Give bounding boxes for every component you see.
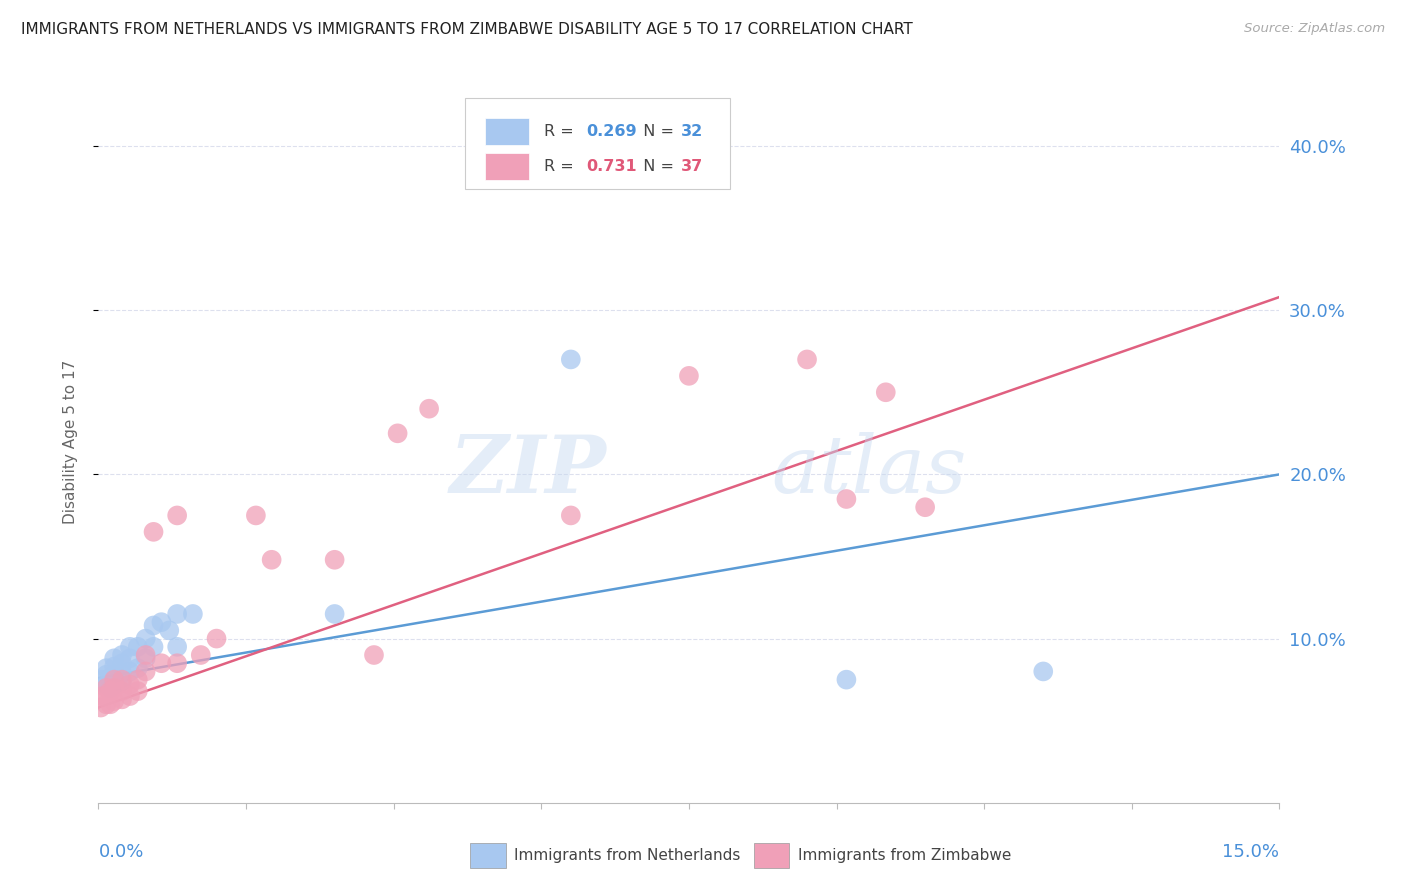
FancyBboxPatch shape [464,98,730,189]
Text: N =: N = [634,159,679,174]
Point [118,640,141,654]
Point [90,700,112,714]
Point [98,671,121,685]
Text: 0.269: 0.269 [586,124,637,139]
Point [142,618,165,632]
Point [190,648,212,662]
Point [98,698,121,712]
Text: Immigrants from Zimbabwe: Immigrants from Zimbabwe [797,848,1011,863]
Point [875,385,897,400]
Point [1032,665,1054,679]
Text: Immigrants from Netherlands: Immigrants from Netherlands [515,848,741,863]
Point [111,648,134,662]
Text: 37: 37 [681,159,703,174]
Text: 15.0%: 15.0% [1222,843,1279,861]
Point [111,666,134,681]
Point [323,553,346,567]
Text: 0.731: 0.731 [586,159,637,174]
Text: IMMIGRANTS FROM NETHERLANDS VS IMMIGRANTS FROM ZIMBABWE DISABILITY AGE 5 TO 17 C: IMMIGRANTS FROM NETHERLANDS VS IMMIGRANT… [21,22,912,37]
Point [118,651,141,665]
Bar [485,118,530,145]
Point [150,615,173,630]
Bar [485,153,530,180]
Point [103,681,125,695]
Point [103,677,125,691]
Point [96,661,118,675]
Point [98,684,121,698]
Point [111,684,134,698]
Point [118,677,141,691]
Point [135,632,157,646]
Point [205,632,228,646]
Point [91,673,114,687]
Bar [471,843,506,868]
Point [103,659,125,673]
Point [150,657,173,671]
Point [127,684,149,698]
Point [166,508,188,523]
Point [245,508,267,523]
Point [118,665,141,679]
Text: Source: ZipAtlas.com: Source: ZipAtlas.com [1244,22,1385,36]
Text: R =: R = [544,159,578,174]
Point [135,651,157,665]
Point [111,657,134,671]
Point [418,401,440,416]
Point [166,640,188,654]
Point [127,661,149,675]
Point [560,352,582,367]
Point [111,674,134,689]
Point [91,689,114,703]
Point [678,368,700,383]
Point [111,673,134,687]
Point [142,524,165,539]
Point [96,667,118,681]
Point [96,698,118,712]
Point [560,508,582,523]
Point [98,681,121,695]
Point [103,694,125,708]
Point [96,677,118,691]
Point [103,667,125,681]
Point [157,624,180,638]
Point [127,673,149,687]
Text: atlas: atlas [772,432,967,509]
Point [127,640,149,654]
Point [323,607,346,621]
Point [914,500,936,515]
Point [111,692,134,706]
Point [260,553,283,567]
Text: 32: 32 [681,124,703,139]
Y-axis label: Disability Age 5 to 17: Disability Age 5 to 17 [63,359,77,524]
Text: ZIP: ZIP [450,432,606,509]
Point [387,426,409,441]
Point [181,607,204,621]
Text: 0.0%: 0.0% [98,843,143,861]
Point [796,352,818,367]
Point [835,673,858,687]
Bar [754,843,789,868]
Point [103,651,125,665]
Point [166,607,188,621]
Point [118,689,141,703]
Text: N =: N = [634,124,679,139]
Point [363,648,385,662]
Point [103,673,125,687]
Point [96,689,118,703]
Point [166,657,188,671]
Point [142,640,165,654]
Text: R =: R = [544,124,578,139]
Point [135,648,157,662]
Point [135,665,157,679]
Point [835,491,858,506]
Point [96,681,118,695]
